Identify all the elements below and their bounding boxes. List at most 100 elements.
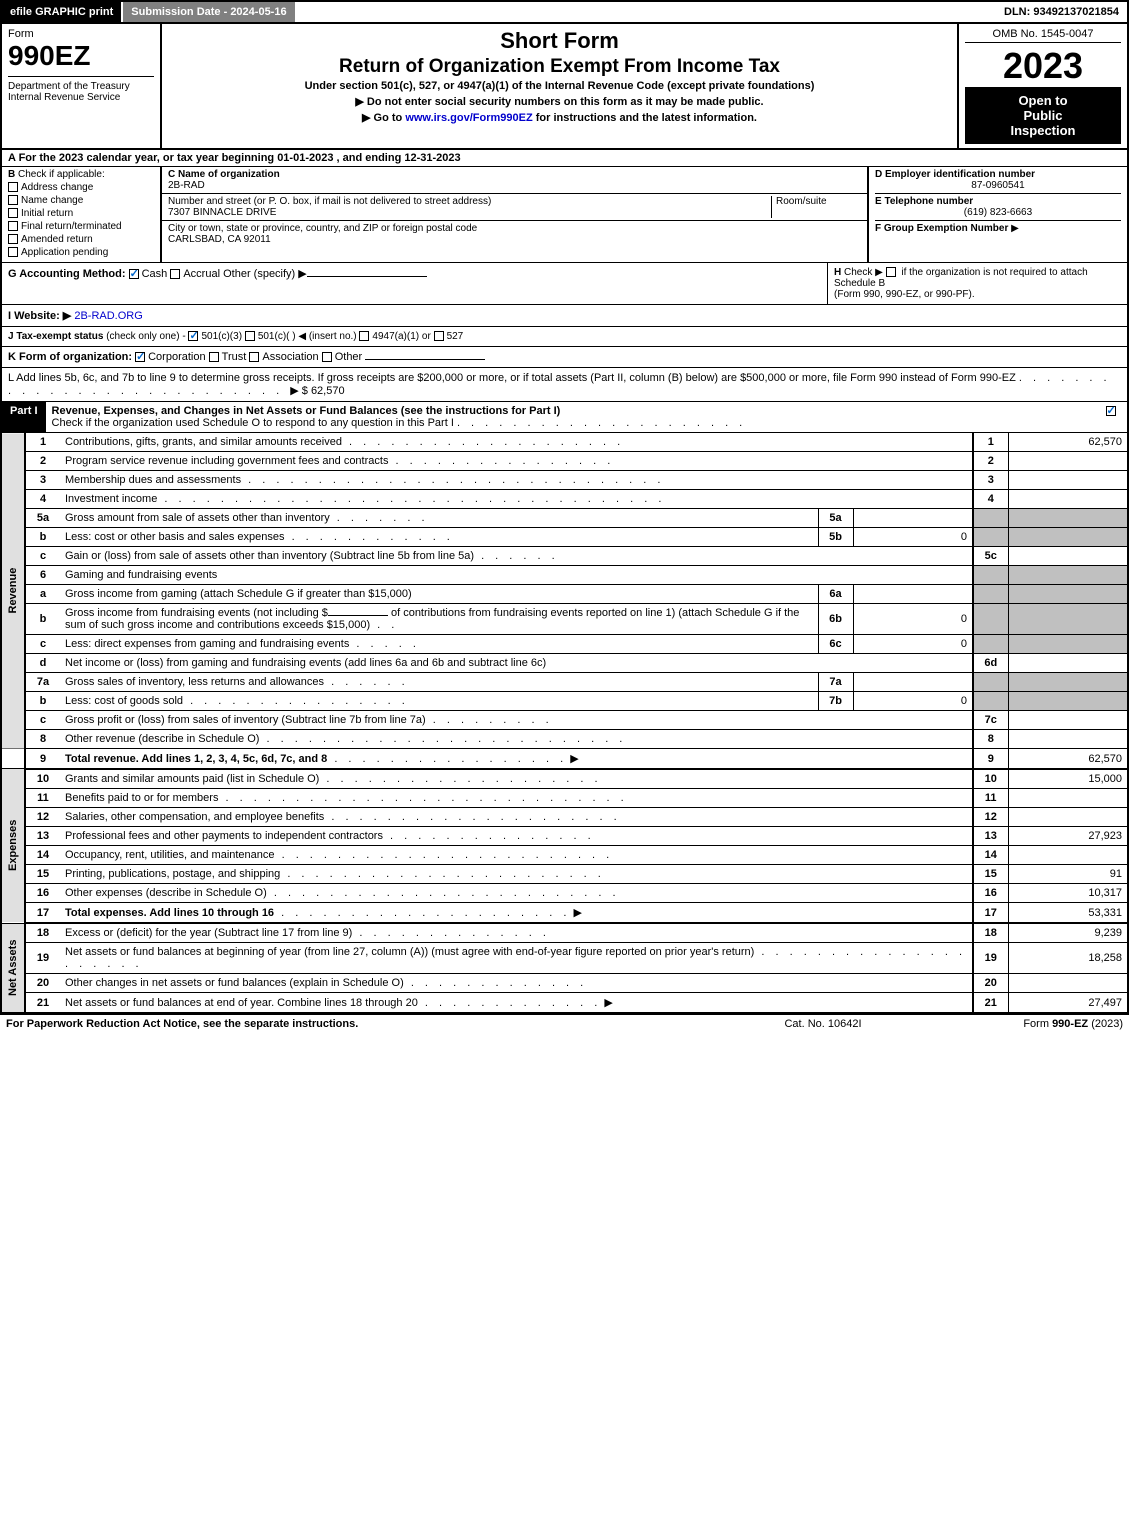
c-room-lbl: Room/suite xyxy=(776,196,827,207)
g-cash: Cash xyxy=(142,268,168,280)
l6b-blank[interactable] xyxy=(328,615,388,616)
j-501c-checkbox[interactable] xyxy=(245,331,255,341)
header-left: Form 990EZ Department of the Treasury In… xyxy=(2,24,162,148)
footer-mid: Cat. No. 10642I xyxy=(723,1018,923,1030)
j-527-checkbox[interactable] xyxy=(434,331,444,341)
addr-change-checkbox[interactable] xyxy=(8,182,18,192)
app-pending-checkbox[interactable] xyxy=(8,247,18,257)
l7c-v xyxy=(1008,711,1128,730)
l6d-n: d xyxy=(25,654,60,673)
initial-return-checkbox[interactable] xyxy=(8,208,18,218)
l8-d: Other revenue (describe in Schedule O) xyxy=(65,733,259,745)
f-arrow: ▶ xyxy=(1011,223,1019,234)
efile-print-button[interactable]: efile GRAPHIC print xyxy=(2,2,123,22)
line-2: 2 Program service revenue including gove… xyxy=(1,452,1128,471)
l10-n: 10 xyxy=(25,769,60,789)
l5b-gray xyxy=(973,528,1008,547)
l19-n: 19 xyxy=(25,943,60,974)
l16-n: 16 xyxy=(25,884,60,903)
h-text3: (Form 990, 990-EZ, or 990-PF). xyxy=(834,289,975,300)
l14-d: Occupancy, rent, utilities, and maintena… xyxy=(65,849,275,861)
irs-label: Internal Revenue Service xyxy=(8,92,154,103)
l11-v xyxy=(1008,789,1128,808)
footer-right: Form 990-EZ (2023) xyxy=(923,1018,1123,1030)
l4-v xyxy=(1008,490,1128,509)
f-lbl: F Group Exemption Number xyxy=(875,223,1008,234)
line-9: 9 Total revenue. Add lines 1, 2, 3, 4, 5… xyxy=(1,749,1128,770)
website-link[interactable]: 2B-RAD.ORG xyxy=(74,310,142,322)
b-item-2: Initial return xyxy=(21,208,73,219)
l6-d: Gaming and fundraising events xyxy=(65,569,217,581)
l13-ln: 13 xyxy=(973,827,1008,846)
l2-v xyxy=(1008,452,1128,471)
l9-side-end xyxy=(1,749,25,770)
l9-n: 9 xyxy=(25,749,60,770)
l5b-gray2 xyxy=(1008,528,1128,547)
l10-v: 15,000 xyxy=(1008,769,1128,789)
open-inspection-box: Open to Public Inspection xyxy=(965,87,1121,144)
line-16: 16 Other expenses (describe in Schedule … xyxy=(1,884,1128,903)
b-checkif: Check if applicable: xyxy=(18,169,105,180)
b-item-0: Address change xyxy=(21,182,93,193)
line-15: 15 Printing, publications, postage, and … xyxy=(1,865,1128,884)
j-sub: (check only one) - xyxy=(106,331,185,342)
l4-n: 4 xyxy=(25,490,60,509)
k-opt-1: Trust xyxy=(222,351,247,363)
k-other-checkbox[interactable] xyxy=(322,352,332,362)
d-val: 87-0960541 xyxy=(875,180,1121,191)
goto-link[interactable]: www.irs.gov/Form990EZ xyxy=(405,112,532,124)
form-number: 990EZ xyxy=(8,40,154,72)
j-4947-checkbox[interactable] xyxy=(359,331,369,341)
section-j: J Tax-exempt status (check only one) - 5… xyxy=(0,327,1129,347)
k-assoc-checkbox[interactable] xyxy=(249,352,259,362)
l9-v: 62,570 xyxy=(1008,749,1128,770)
cash-checkbox[interactable] xyxy=(129,269,139,279)
l17-ln: 17 xyxy=(973,903,1008,924)
line-20: 20 Other changes in net assets or fund b… xyxy=(1,974,1128,993)
l6-n: 6 xyxy=(25,566,60,585)
line-6a: a Gross income from gaming (attach Sched… xyxy=(1,585,1128,604)
k-trust-checkbox[interactable] xyxy=(209,352,219,362)
l7a-gray2 xyxy=(1008,673,1128,692)
l6c-d: Less: direct expenses from gaming and fu… xyxy=(65,638,349,650)
l7a-sn: 7a xyxy=(818,673,853,692)
part1-scho-checkbox[interactable] xyxy=(1106,406,1116,416)
accrual-checkbox[interactable] xyxy=(170,269,180,279)
l19-v: 18,258 xyxy=(1008,943,1128,974)
l3-d: Membership dues and assessments xyxy=(65,474,241,486)
l1-d: Contributions, gifts, grants, and simila… xyxy=(65,436,342,448)
c-street-lbl: Number and street (or P. O. box, if mail… xyxy=(168,196,491,207)
l6b-n: b xyxy=(25,604,60,635)
l18-n: 18 xyxy=(25,923,60,943)
line-3: 3 Membership dues and assessments . . . … xyxy=(1,471,1128,490)
l2-ln: 2 xyxy=(973,452,1008,471)
l7b-gray2 xyxy=(1008,692,1128,711)
k-other-input[interactable] xyxy=(365,359,485,360)
g-other-input[interactable] xyxy=(307,276,427,277)
amended-return-checkbox[interactable] xyxy=(8,234,18,244)
line-5c: c Gain or (loss) from sale of assets oth… xyxy=(1,547,1128,566)
l5c-n: c xyxy=(25,547,60,566)
l15-v: 91 xyxy=(1008,865,1128,884)
h-checkbox[interactable] xyxy=(886,267,896,277)
part1-label: Part I xyxy=(2,402,46,432)
b-item-4: Amended return xyxy=(21,234,93,245)
l5b-n: b xyxy=(25,528,60,547)
l8-ln: 8 xyxy=(973,730,1008,749)
l21-v: 27,497 xyxy=(1008,993,1128,1014)
final-return-checkbox[interactable] xyxy=(8,221,18,231)
side-netassets: Net Assets xyxy=(1,923,25,1013)
submission-date-button[interactable]: Submission Date - 2024-05-16 xyxy=(123,2,296,22)
l7c-d: Gross profit or (loss) from sales of inv… xyxy=(65,714,426,726)
k-corp-checkbox[interactable] xyxy=(135,352,145,362)
c-name-val: 2B-RAD xyxy=(168,180,205,191)
l5b-sn: 5b xyxy=(818,528,853,547)
j-501c3-checkbox[interactable] xyxy=(188,331,198,341)
l21-d: Net assets or fund balances at end of ye… xyxy=(65,997,418,1009)
l11-d: Benefits paid to or for members xyxy=(65,792,218,804)
name-change-checkbox[interactable] xyxy=(8,195,18,205)
l11-ln: 11 xyxy=(973,789,1008,808)
l5a-gray2 xyxy=(1008,509,1128,528)
l19-d: Net assets or fund balances at beginning… xyxy=(65,946,754,958)
c-city-val: CARLSBAD, CA 92011 xyxy=(168,234,271,245)
